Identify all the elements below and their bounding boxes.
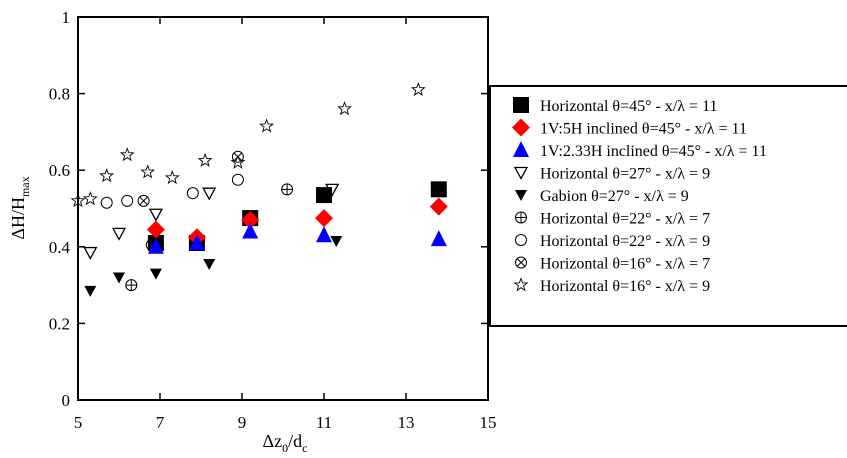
data-point	[113, 272, 125, 284]
legend-item: Gabion θ=27° - x/λ = 9	[515, 188, 689, 205]
x-tick-label: 13	[398, 413, 415, 432]
data-point	[188, 233, 205, 250]
axis-ticks: 5 7 9 11 13 15 0 0.2 0.4 0.6 0.8 1	[49, 8, 497, 432]
data-point	[337, 101, 352, 116]
data-point	[147, 237, 164, 254]
legend-label: 1V:5H inclined θ=45° - x/λ = 11	[540, 121, 747, 138]
data-point	[429, 197, 448, 216]
x-tick-label: 5	[74, 413, 83, 432]
data-point	[316, 226, 332, 243]
data-point	[119, 147, 135, 162]
legend-item: Horizontal θ=16° - x/λ = 7	[515, 256, 710, 273]
y-tick-label: 0.8	[49, 85, 70, 104]
data-point	[125, 279, 138, 292]
x-tick-label: 11	[316, 413, 332, 432]
legend-item: Horizontal θ=27° - x/λ = 9	[513, 166, 710, 183]
legend-item: Horizontal θ=22° - x/λ = 7	[515, 211, 710, 228]
data-point	[164, 170, 180, 185]
legend-item: Horizontal θ=22° - x/λ = 9	[515, 233, 710, 250]
data-point	[82, 191, 98, 206]
series-7	[137, 150, 244, 207]
data-point	[83, 246, 98, 260]
series-1	[146, 197, 448, 247]
series-3	[83, 183, 340, 260]
data-point	[231, 150, 244, 163]
legend-label: Horizontal θ=27° - x/λ = 9	[540, 166, 710, 183]
y-tick-label: 0.6	[49, 161, 70, 180]
data-point	[513, 277, 529, 292]
series-8	[70, 81, 426, 208]
series-5	[125, 183, 294, 292]
legend-label: Horizontal θ=22° - x/λ = 7	[540, 211, 710, 228]
legend-item: 1V:5H inclined θ=45° - x/λ = 11	[512, 118, 747, 138]
data-point	[515, 190, 527, 201]
data-point	[281, 183, 294, 196]
data-point	[515, 234, 527, 246]
data-point	[512, 118, 530, 137]
data-point	[430, 230, 447, 247]
data-point	[203, 259, 216, 271]
data-point	[111, 227, 127, 241]
data-point	[410, 81, 426, 97]
plot-frame	[77, 16, 489, 401]
data-point	[146, 220, 165, 239]
data-point	[140, 164, 156, 179]
data-point	[84, 285, 97, 297]
data-point	[513, 141, 529, 157]
x-tick-label: 7	[156, 413, 165, 432]
y-tick-label: 0.4	[49, 238, 71, 257]
data-point	[515, 211, 528, 224]
legend-label: Horizontal θ=22° - x/λ = 9	[540, 233, 710, 250]
data-point	[121, 194, 134, 207]
data-point	[242, 222, 259, 239]
data-point	[202, 187, 217, 201]
data-point	[231, 173, 244, 186]
data-point	[513, 97, 529, 113]
data-point	[316, 187, 332, 204]
data-point	[430, 181, 447, 198]
legend-item: Horizontal θ=45° - x/λ = 11	[513, 97, 717, 115]
x-tick-label: 9	[238, 413, 247, 432]
data-point	[513, 166, 529, 180]
data-point	[70, 193, 86, 208]
data-point	[100, 196, 113, 209]
legend-label: Horizontal θ=16° - x/λ = 9	[540, 278, 710, 295]
data-point	[259, 118, 275, 133]
legend: Horizontal θ=45° - x/λ = 11 1V:5H incline…	[512, 97, 767, 295]
data-point	[197, 152, 213, 167]
data-point	[241, 210, 260, 229]
legend-item: 1V:2.33H inclined θ=45° - x/λ = 11	[513, 141, 767, 160]
series-4	[84, 236, 343, 297]
data-point	[515, 256, 528, 269]
legend-label: Horizontal θ=45° - x/λ = 11	[540, 98, 717, 115]
data-point	[137, 194, 150, 207]
data-point	[330, 236, 343, 248]
data-point	[315, 209, 333, 228]
legend-label: Horizontal θ=16° - x/λ = 7	[540, 256, 710, 273]
data-point	[186, 187, 199, 200]
data-point	[148, 208, 163, 222]
legend-item: Horizontal θ=16° - x/λ = 9	[513, 277, 710, 295]
legend-label: 1V:2.33H inclined θ=45° - x/λ = 11	[540, 143, 767, 160]
y-tick-label: 1	[62, 8, 71, 27]
legend-label: Gabion θ=27° - x/λ = 9	[540, 188, 689, 205]
y-axis-label: ΔH/Hmax	[8, 176, 32, 239]
legend-box	[489, 85, 847, 327]
data-point	[99, 168, 115, 183]
data-marks	[70, 81, 448, 297]
x-axis-label: Δz0/dc	[263, 431, 308, 453]
series-6	[100, 173, 244, 251]
y-tick-label: 0.2	[49, 314, 70, 333]
series-2	[147, 222, 447, 254]
data-point	[149, 268, 162, 280]
y-tick-label: 0	[62, 391, 71, 410]
x-tick-label: 15	[480, 413, 497, 432]
